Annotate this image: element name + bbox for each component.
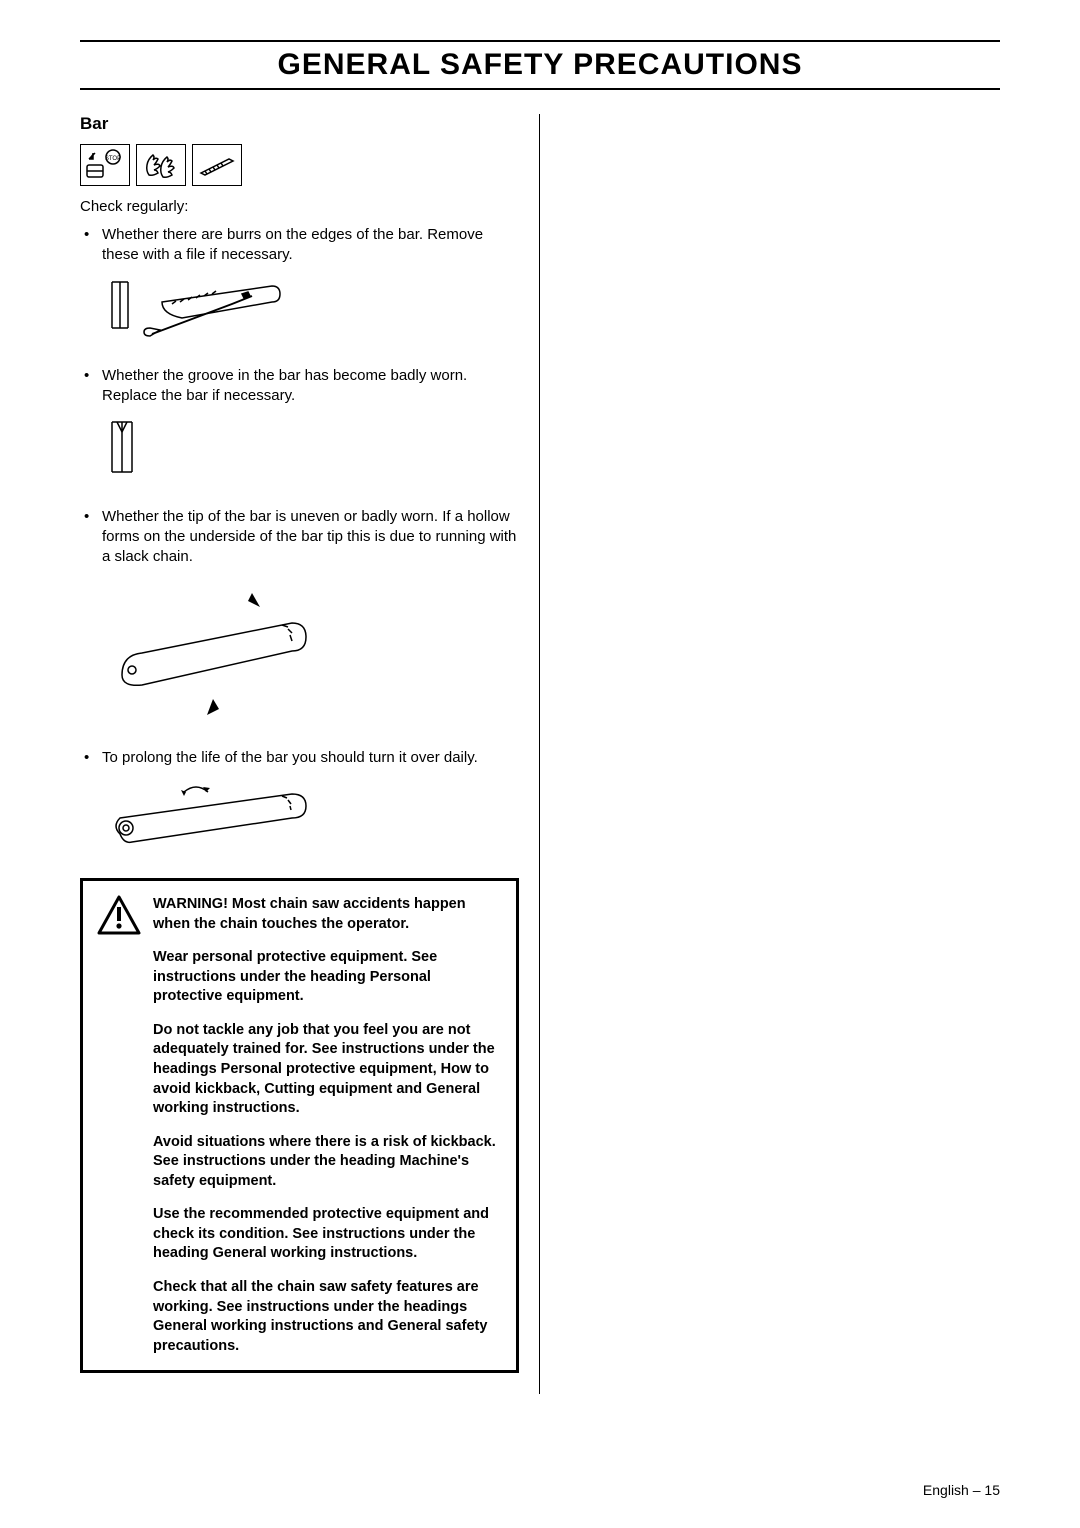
warning-box: WARNING! Most chain saw accidents happen… (80, 878, 519, 1373)
icon-file-tool (192, 144, 242, 186)
svg-text:STOP: STOP (105, 156, 121, 162)
intro-text: Check regularly: (80, 198, 519, 215)
warning-paragraph: Do not tackle any job that you feel you … (153, 1021, 502, 1119)
list-item: Whether the tip of the bar is uneven or … (80, 507, 519, 732)
section-heading-bar: Bar (80, 114, 519, 134)
warning-paragraph: WARNING! Most chain saw accidents happen… (153, 895, 502, 934)
list-item-text: Whether the tip of the bar is uneven or … (102, 508, 516, 566)
list-item-text: To prolong the life of the bar you shoul… (102, 749, 478, 766)
warning-paragraph: Check that all the chain saw safety feat… (153, 1278, 502, 1356)
warning-paragraph: Avoid situations where there is a risk o… (153, 1133, 502, 1192)
footer-sep: – (969, 1482, 985, 1498)
diagram-groove-worn (102, 414, 519, 490)
content-columns: Bar STOP (80, 114, 1000, 1394)
warning-paragraph: Wear personal protective equipment. See … (153, 948, 502, 1007)
page-footer: English – 15 (923, 1482, 1000, 1498)
diagram-burrs (102, 274, 519, 350)
icon-row: STOP (80, 144, 519, 186)
list-item-text: Whether there are burrs on the edges of … (102, 226, 483, 263)
check-list: Whether there are burrs on the edges of … (80, 225, 519, 862)
list-item: Whether there are burrs on the edges of … (80, 225, 519, 350)
right-column (540, 114, 1000, 1394)
warning-text: WARNING! Most chain saw accidents happen… (153, 895, 502, 1356)
icon-gloves (136, 144, 186, 186)
diagram-bar-tip-worn (102, 575, 519, 731)
icon-stop-engine: STOP (80, 144, 130, 186)
warning-paragraph: Use the recommended protective equipment… (153, 1205, 502, 1264)
warning-triangle-icon (97, 895, 141, 1356)
rule-top (80, 40, 1000, 42)
footer-language: English (923, 1482, 969, 1498)
list-item: To prolong the life of the bar you shoul… (80, 748, 519, 863)
list-item-text: Whether the groove in the bar has become… (102, 367, 467, 404)
left-column: Bar STOP (80, 114, 540, 1394)
rule-under-title (80, 88, 1000, 90)
page-title: GENERAL SAFETY PRECAUTIONS (80, 48, 1000, 82)
diagram-turn-bar (102, 776, 519, 862)
list-item: Whether the groove in the bar has become… (80, 366, 519, 491)
footer-page-number: 15 (984, 1482, 1000, 1498)
